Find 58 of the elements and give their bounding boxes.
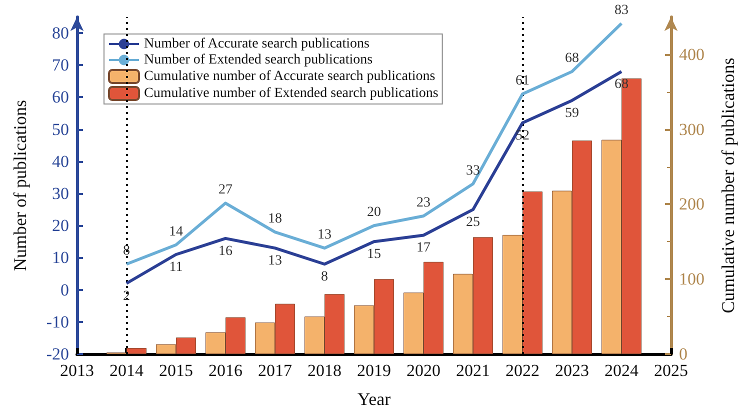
y-tick-label: 10 (52, 248, 69, 268)
data-label: 13 (318, 228, 332, 243)
data-label: 20 (367, 205, 381, 220)
y-tick-label: 40 (52, 152, 69, 171)
data-label: 8 (321, 270, 328, 285)
data-label: 27 (218, 182, 232, 198)
y2-tick-label: 200 (679, 194, 704, 214)
y-tick-label: -10 (46, 312, 69, 332)
y2-axis-title: Cumulative number of publications (718, 58, 738, 314)
y-tick-label: 20 (52, 216, 69, 236)
x-tick-label: 2024 (604, 361, 639, 380)
bar (126, 348, 146, 354)
legend-label: Cumulative number of Accurate search publications (144, 69, 436, 84)
x-tick-label: 2016 (208, 361, 242, 380)
x-tick-label: 2017 (258, 361, 292, 380)
y-tick-label: 60 (52, 88, 69, 107)
data-label: 11 (169, 260, 183, 276)
data-label: 61 (516, 74, 530, 89)
data-label: 15 (367, 247, 381, 262)
data-label: 8 (123, 244, 130, 259)
data-label: 14 (169, 224, 183, 240)
x-axis-title: Year (357, 389, 391, 409)
data-label: 23 (416, 195, 430, 210)
y-tick-label: 0 (60, 280, 69, 300)
data-label: 18 (268, 212, 282, 227)
data-label: 16 (218, 244, 232, 259)
data-label: 13 (268, 254, 282, 269)
legend-label: Number of Extended search publications (144, 52, 373, 68)
y-tick-label: -20 (46, 344, 69, 364)
y2-tick-label: 400 (679, 44, 704, 64)
y2-tick-label: 300 (679, 120, 704, 139)
y-tick-label: 30 (52, 184, 69, 204)
data-label: 83 (614, 2, 628, 18)
y2-tick-label: 0 (679, 344, 688, 364)
y-tick-label: 70 (52, 56, 69, 75)
y-tick-label: 50 (52, 120, 69, 139)
x-tick-label: 2021 (456, 361, 490, 380)
x-tick-label: 2013 (60, 361, 94, 380)
legend-label: Cumulative number of Extended search publications (144, 86, 438, 101)
data-label: 2 (123, 288, 130, 304)
data-label: 52 (516, 128, 530, 144)
x-tick-label: 2019 (357, 361, 391, 380)
y-tick-label: 80 (52, 24, 69, 43)
legend-label: Number of Accurate search publications (144, 36, 370, 52)
x-tick-label: 2023 (555, 361, 589, 380)
x-tick-label: 2015 (159, 361, 193, 380)
data-label: 33 (466, 163, 480, 178)
data-label: 17 (416, 240, 430, 256)
x-tick-label: 2020 (406, 361, 440, 380)
data-label: 59 (565, 106, 579, 121)
x-tick-label: 2022 (506, 361, 540, 380)
x-tick-label: 2014 (110, 361, 144, 380)
y2-tick-label: 100 (679, 270, 704, 289)
data-label: 68 (565, 51, 579, 66)
x-tick-label: 2025 (654, 361, 688, 380)
data-label: 25 (466, 215, 480, 230)
x-tick-label: 2018 (308, 361, 342, 380)
y-axis-title: Number of publications (10, 100, 30, 271)
